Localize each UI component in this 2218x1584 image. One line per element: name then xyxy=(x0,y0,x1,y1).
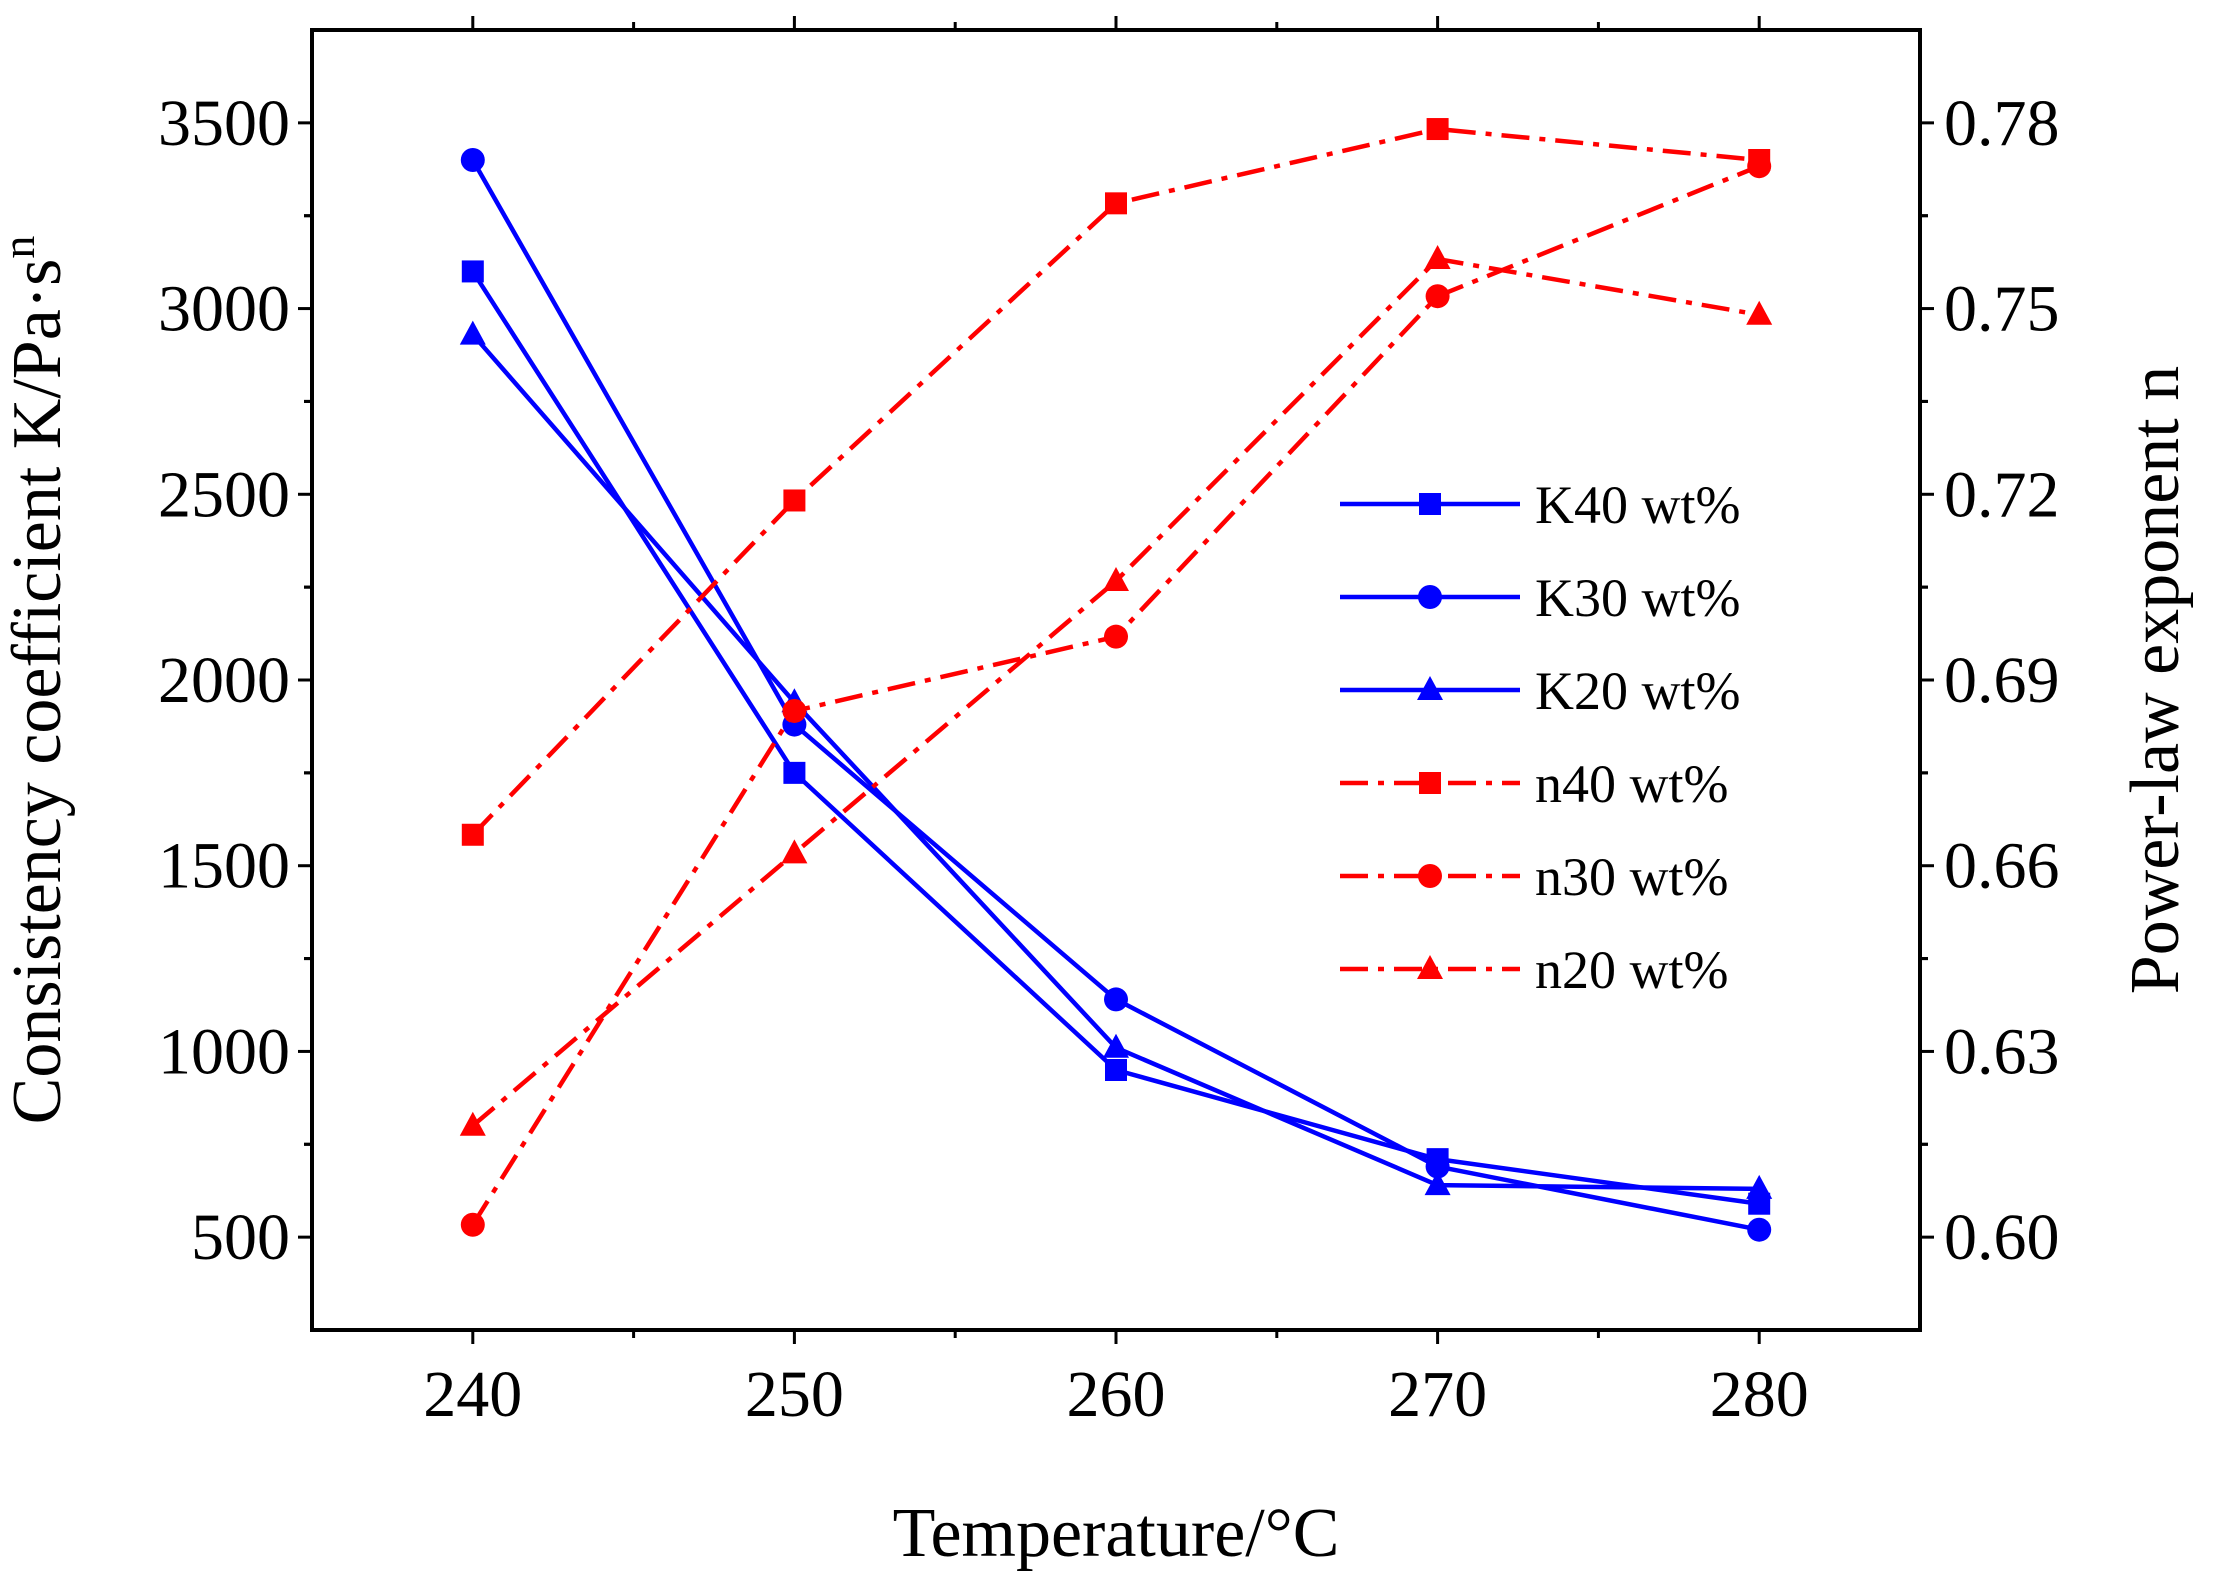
data-point xyxy=(461,260,484,283)
data-point xyxy=(783,761,806,784)
data-point xyxy=(460,1212,485,1237)
data-point xyxy=(1746,1174,1773,1199)
right-y-tick-label: 0.69 xyxy=(1944,644,2060,717)
right-y-axis-title: Power-law exponent n xyxy=(2117,366,2194,994)
legend-marker xyxy=(1419,493,1441,515)
legend-marker xyxy=(1419,772,1441,794)
series-n20-wtpct xyxy=(459,245,1773,1136)
legend: K40 wt% K30 wt% K20 wt% n40 wt% n30 wt% n20 w… xyxy=(1340,475,1740,1000)
left-y-tick-label: 1500 xyxy=(158,830,290,903)
data-point xyxy=(1747,1217,1772,1242)
legend-label: K20 wt% xyxy=(1535,661,1740,721)
series-n30-wtpct xyxy=(460,154,1772,1237)
left-y-tick-label: 3500 xyxy=(158,87,290,160)
x-tick-label: 250 xyxy=(745,1358,844,1431)
x-axis-title: Temperature/°C xyxy=(893,1495,1340,1572)
legend-item: K30 wt% xyxy=(1340,568,1740,628)
data-point xyxy=(1105,1059,1127,1081)
data-point xyxy=(1105,192,1127,215)
legend-label: n30 wt% xyxy=(1535,847,1728,907)
left-y-tick-label: 1000 xyxy=(158,1015,290,1088)
data-point xyxy=(459,1111,486,1136)
data-point xyxy=(1424,1171,1451,1196)
data-point xyxy=(1746,300,1773,325)
data-point xyxy=(1747,154,1772,179)
series-line xyxy=(471,256,1760,1128)
legend-marker xyxy=(1417,676,1443,700)
right-y-tick-label: 0.75 xyxy=(1944,273,2060,346)
series-layer xyxy=(459,118,1773,1242)
legend-item: K20 wt% xyxy=(1340,661,1740,721)
data-point xyxy=(1425,1154,1450,1179)
legend-label: K30 wt% xyxy=(1535,568,1740,628)
plot-frame xyxy=(310,28,1922,1332)
left-y-tick-label: 2500 xyxy=(158,458,290,531)
right-y-tick-label: 0.72 xyxy=(1944,458,2060,531)
x-tick-label: 280 xyxy=(1710,1358,1809,1431)
left-y-tick-label: 3000 xyxy=(158,273,290,346)
data-point xyxy=(460,148,485,172)
data-point xyxy=(1104,624,1128,649)
legend-marker xyxy=(1417,955,1443,979)
legend-item: n30 wt% xyxy=(1340,847,1728,907)
x-tick-label: 240 xyxy=(423,1358,522,1431)
left-y-axis-title-superscript: n xyxy=(0,236,44,259)
legend-label: n20 wt% xyxy=(1535,940,1728,1000)
legend-item: n40 wt% xyxy=(1340,754,1728,814)
data-point xyxy=(1103,566,1129,591)
left-y-axis-title-main: Consistency coefficient K/Pa·s xyxy=(0,259,76,1125)
left-y-tick-label: 500 xyxy=(191,1201,290,1274)
right-y-tick-label: 0.66 xyxy=(1944,830,2060,903)
series-line xyxy=(471,126,1760,837)
legend-item: K40 wt% xyxy=(1340,475,1740,535)
axis-ticks: 240 250 260 270 280 500 1000 1500 2000 2500 3000 35… xyxy=(158,16,2060,1431)
left-y-axis-title: Consistency coefficient K/Pa·sn xyxy=(0,236,76,1125)
data-point xyxy=(1424,245,1451,270)
legend-item: n20 wt% xyxy=(1340,940,1728,1000)
right-y-tick-label: 0.78 xyxy=(1944,87,2060,160)
data-point xyxy=(459,320,486,345)
right-y-tick-label: 0.60 xyxy=(1944,1201,2060,1274)
left-y-tick-label: 2000 xyxy=(158,644,290,717)
right-y-tick-label: 0.63 xyxy=(1944,1015,2060,1088)
data-point xyxy=(1425,284,1450,309)
legend-label: K40 wt% xyxy=(1535,475,1740,535)
data-point xyxy=(781,839,808,864)
data-point xyxy=(783,489,806,512)
legend-marker xyxy=(1418,585,1442,609)
x-tick-label: 260 xyxy=(1067,1358,1166,1431)
data-point xyxy=(782,698,807,723)
data-point xyxy=(1426,118,1449,141)
data-point xyxy=(1103,1033,1129,1058)
x-tick-label: 270 xyxy=(1388,1358,1487,1431)
series-k40-wtpct xyxy=(461,260,1771,1215)
data-point xyxy=(461,823,484,846)
legend-label: n40 wt% xyxy=(1535,754,1728,814)
data-point xyxy=(1104,987,1128,1012)
legend-marker xyxy=(1418,864,1442,888)
